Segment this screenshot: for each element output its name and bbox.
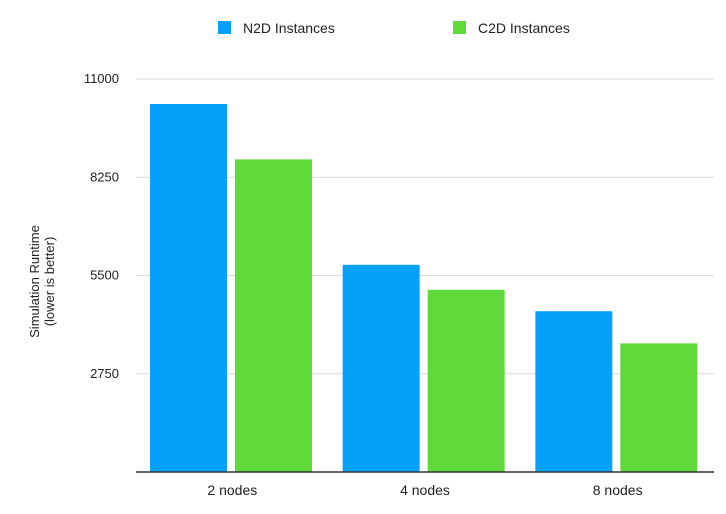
bar-c2d-4-nodes xyxy=(427,289,505,472)
bar-n2d-2-nodes xyxy=(150,104,227,472)
bar-c2d-2-nodes xyxy=(235,159,312,473)
x-category-label: 4 nodes xyxy=(400,482,450,498)
y-tick-label: 2750 xyxy=(90,366,119,381)
y-tick-label: 8250 xyxy=(90,169,119,184)
legend: N2D Instances C2D Instances xyxy=(218,20,570,36)
legend-label-c2d: C2D Instances xyxy=(478,20,570,36)
bar-c2d-8-nodes xyxy=(620,343,698,472)
y-axis-title-line: (lower is better) xyxy=(42,237,57,327)
y-axis-title-line: Simulation Runtime xyxy=(27,225,42,338)
y-axis-title: Simulation Runtime (lower is better) xyxy=(27,225,57,338)
y-tick-label: 5500 xyxy=(90,268,119,283)
legend-swatch-n2d xyxy=(218,21,231,34)
y-axis-ticks: 2750 5500 8250 11000 xyxy=(84,71,119,381)
y-tick-label: 11000 xyxy=(84,71,119,86)
gridlines xyxy=(136,78,714,375)
x-category-label: 8 nodes xyxy=(593,482,643,498)
legend-swatch-c2d xyxy=(453,21,466,34)
bar-n2d-8-nodes xyxy=(535,311,613,472)
bar-n2d-4-nodes xyxy=(342,264,420,472)
x-axis-categories: 2 nodes 4 nodes 8 nodes xyxy=(207,482,642,498)
x-category-label: 2 nodes xyxy=(207,482,257,498)
bars xyxy=(150,104,698,473)
legend-label-n2d: N2D Instances xyxy=(243,20,335,36)
